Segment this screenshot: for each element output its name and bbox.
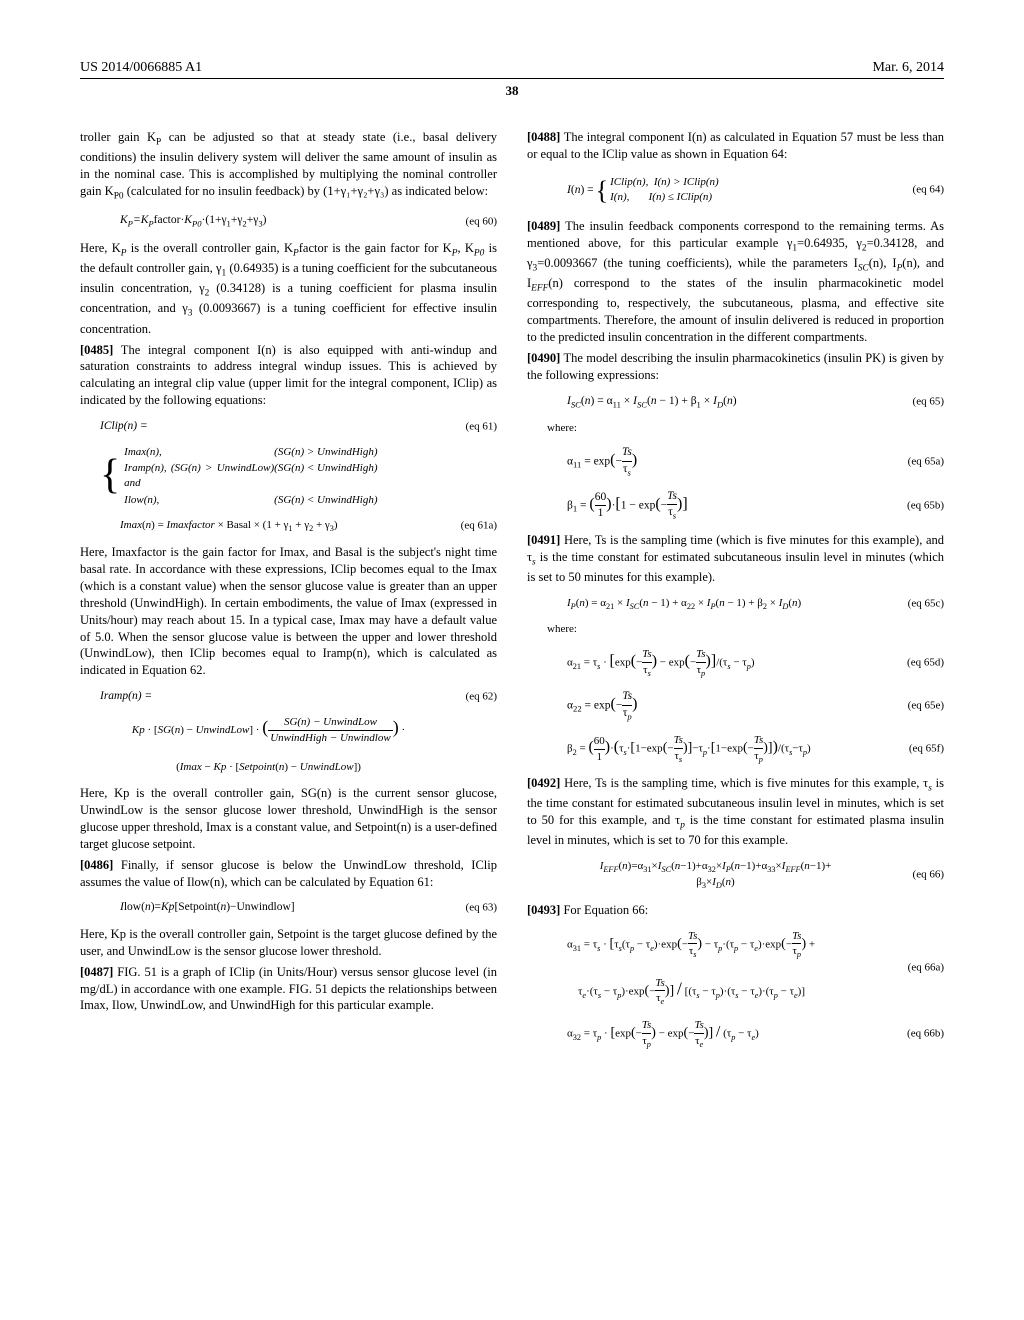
equation-65: ISC(n) = α11 × ISC(n − 1) + β1 × ID(n) (… [527,394,944,411]
paragraph-0492: [0492] Here, Ts is the sampling time, wh… [527,775,944,849]
equation-62: Kp · [SG(n) − UnwindLow] · (SG(n) − Unwi… [80,715,497,776]
text-columns: troller gain KP can be adjusted so that … [80,129,944,1060]
paragraph: troller gain KP can be adjusted so that … [80,129,497,203]
paragraph: Here, Kp is the overall controller gain,… [80,785,497,853]
equation-63: Ilow(n)=Kp[Setpoint(n)−Unwindlow] (eq 63… [80,900,497,916]
equation-66b: α32 = τp · [exp(−Tsτp) − exp(−Tsτe)] / (… [527,1018,944,1050]
equation-61: IClip(n) = (eq 61) [80,419,497,435]
patent-date: Mar. 6, 2014 [872,60,944,76]
equation-65c: IP(n) = α21 × ISC(n − 1) + α22 × IP(n − … [527,596,944,612]
equation-65e: α22 = exp(−Tsτp) (eq 65e) [527,689,944,722]
paragraph-0489: [0489] The insulin feedback components c… [527,218,944,346]
patent-page: US 2014/0066885 A1 Mar. 6, 2014 38 troll… [0,0,1024,1100]
equation-66a: α31 = τs · [τs(τp − τe)·exp(−Tsτs) − τp·… [527,929,944,1008]
paragraph-0490: [0490] The model describing the insulin … [527,350,944,384]
paragraph: Here, Imaxfactor is the gain factor for … [80,544,497,679]
where-label: where: [547,622,944,637]
equation-66: IEFF(n)=α31×ISC(n−1)+α32×IP(n−1)+α33×IEF… [527,859,944,892]
paragraph-0486: [0486] Finally, if sensor glucose is bel… [80,857,497,891]
equation-65b: β1 = (601)·[1 − exp(−Tsτs)] (eq 65b) [527,489,944,522]
equation-61a: Imax(n) = Imaxfactor × Basal × (1 + γ1 +… [80,518,497,534]
paragraph-0491: [0491] Here, Ts is the sampling time (wh… [527,532,944,586]
paragraph: Here, Kp is the overall controller gain,… [80,926,497,960]
equation-62-head: Iramp(n) = (eq 62) [80,689,497,705]
paragraph-0488: [0488] The integral component I(n) as ca… [527,129,944,163]
paragraph: Here, KP is the overall controller gain,… [80,240,497,338]
equation-65a: α11 = exp(−Tsτs) (eq 65a) [527,445,944,478]
paragraph-0493: [0493] For Equation 66: [527,902,944,919]
left-column: troller gain KP can be adjusted so that … [80,129,497,1060]
equation-61-cases: { Imax(n),(SG(n) > UnwindHigh) Iramp(n),… [100,445,497,508]
patent-number: US 2014/0066885 A1 [80,60,202,76]
paragraph-0485: [0485] The integral component I(n) is al… [80,342,497,410]
equation-64: I(n) = { IClip(n), I(n) > IClip(n) I(n),… [527,173,944,208]
right-column: [0488] The integral component I(n) as ca… [527,129,944,1060]
paragraph-0487: [0487] FIG. 51 is a graph of IClip (in U… [80,964,497,1015]
where-label: where: [547,421,944,436]
equation-65f: β2 = (601)·(τs·[1−exp(−Tsτs)]−τp·[1−exp(… [527,733,944,765]
equation-60: KP=KPfactor·KP0·(1+γ1+γ2+γ3) (eq 60) [80,213,497,230]
page-header: US 2014/0066885 A1 Mar. 6, 2014 [80,60,944,79]
page-number: 38 [80,83,944,99]
equation-65d: α21 = τs · [exp(−Tsτs) − exp(−Tsτp)]/(τs… [527,647,944,679]
